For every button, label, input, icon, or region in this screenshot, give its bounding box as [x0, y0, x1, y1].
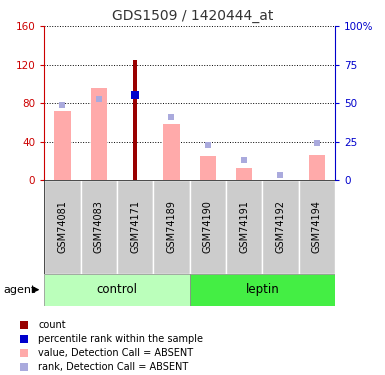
Bar: [299, 180, 335, 274]
Bar: [54, 111, 70, 180]
Text: GSM74189: GSM74189: [166, 200, 176, 254]
Bar: [262, 180, 299, 274]
Text: GSM74191: GSM74191: [239, 200, 249, 254]
Text: GSM74192: GSM74192: [275, 200, 285, 254]
Text: agent: agent: [4, 285, 36, 295]
Bar: [44, 180, 80, 274]
Bar: [190, 180, 226, 274]
Bar: [80, 180, 117, 274]
Text: percentile rank within the sample: percentile rank within the sample: [38, 334, 203, 344]
Text: GSM74194: GSM74194: [312, 200, 322, 254]
Text: control: control: [97, 283, 137, 296]
Text: GDS1509 / 1420444_at: GDS1509 / 1420444_at: [112, 9, 273, 23]
Text: GSM74083: GSM74083: [94, 200, 104, 254]
Text: count: count: [38, 321, 66, 330]
Bar: [190, 274, 335, 306]
Bar: [236, 168, 252, 180]
Bar: [133, 60, 137, 180]
Text: GSM74190: GSM74190: [203, 200, 213, 254]
Text: GSM74081: GSM74081: [57, 200, 67, 254]
Bar: [199, 156, 216, 180]
Bar: [226, 180, 262, 274]
Text: GSM74171: GSM74171: [130, 200, 140, 254]
Bar: [153, 180, 189, 274]
Bar: [163, 124, 180, 180]
Text: rank, Detection Call = ABSENT: rank, Detection Call = ABSENT: [38, 362, 189, 372]
Text: value, Detection Call = ABSENT: value, Detection Call = ABSENT: [38, 348, 194, 358]
Bar: [44, 274, 190, 306]
Text: leptin: leptin: [245, 283, 279, 296]
Bar: [90, 88, 107, 180]
Bar: [309, 155, 325, 180]
Bar: [117, 180, 153, 274]
